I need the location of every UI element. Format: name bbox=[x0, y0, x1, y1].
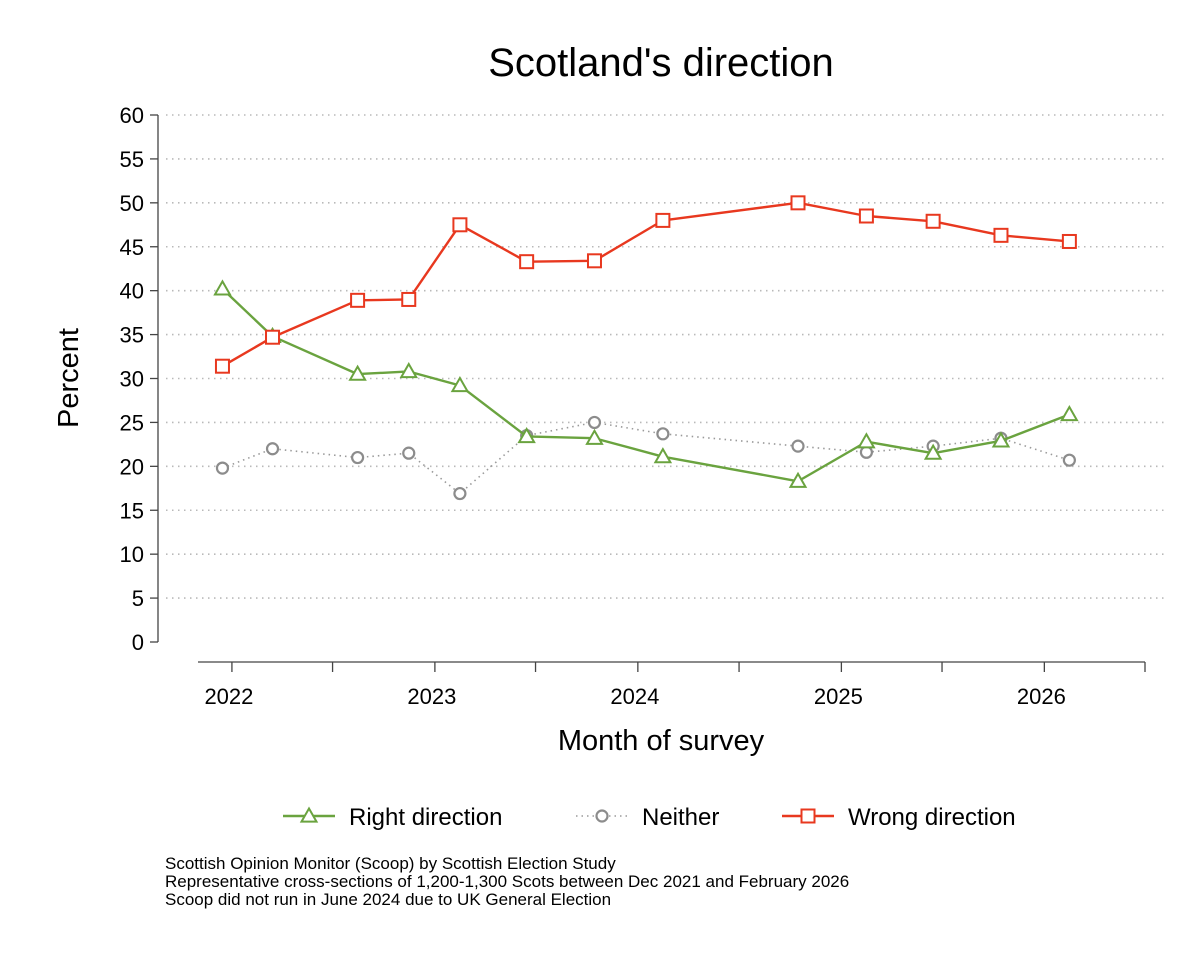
source-notes: Scottish Opinion Monitor (Scoop) by Scot… bbox=[165, 855, 849, 909]
square-marker bbox=[586, 253, 602, 269]
circle-marker bbox=[1062, 453, 1076, 467]
series-group bbox=[213, 195, 1079, 501]
triangle-marker bbox=[517, 426, 536, 444]
triangle-marker bbox=[450, 376, 470, 393]
square-marker bbox=[858, 208, 874, 224]
circle-marker bbox=[402, 446, 416, 460]
y-tick-label: 10 bbox=[120, 542, 144, 567]
x-tick-label: 2026 bbox=[1017, 684, 1066, 709]
circle-marker bbox=[453, 486, 467, 501]
circle-marker bbox=[791, 439, 805, 453]
x-axis-label: Month of survey bbox=[558, 725, 765, 757]
triangle-marker bbox=[348, 364, 367, 381]
legend-label: Right direction bbox=[349, 804, 502, 831]
square-marker bbox=[350, 292, 366, 308]
series-line bbox=[221, 288, 1070, 483]
triangle-marker bbox=[299, 806, 319, 823]
triangle-marker bbox=[213, 279, 232, 296]
gridlines bbox=[166, 114, 1165, 599]
square-marker bbox=[800, 808, 816, 824]
triangle-marker bbox=[788, 471, 808, 488]
triangle-marker bbox=[991, 431, 1011, 448]
legend-label: Neither bbox=[642, 804, 719, 831]
y-axis-label: Percent bbox=[53, 328, 85, 428]
y-tick-label: 35 bbox=[120, 323, 144, 348]
square-marker bbox=[993, 227, 1009, 243]
square-marker bbox=[519, 254, 535, 270]
y-tick-label: 5 bbox=[132, 586, 144, 611]
triangle-marker bbox=[1060, 404, 1079, 422]
triangle-marker bbox=[399, 361, 418, 379]
y-tick-label: 20 bbox=[120, 454, 144, 479]
circle-marker bbox=[265, 442, 280, 456]
y-tick-label: 60 bbox=[120, 103, 144, 128]
square-marker bbox=[655, 212, 671, 228]
circle-marker bbox=[215, 461, 230, 475]
y-tick-label: 50 bbox=[120, 191, 144, 216]
x-tick-label: 2024 bbox=[610, 684, 659, 709]
y-tick-label: 15 bbox=[120, 498, 144, 523]
triangle-marker bbox=[585, 428, 604, 445]
circle-marker bbox=[595, 809, 609, 823]
y-tick-label: 40 bbox=[120, 279, 144, 304]
triangle-marker bbox=[857, 432, 876, 449]
series-line bbox=[222, 421, 1070, 495]
y-tick-label: 45 bbox=[120, 235, 144, 260]
circle-marker bbox=[859, 445, 874, 459]
x-tick-label: 2023 bbox=[407, 684, 456, 709]
square-marker bbox=[265, 329, 281, 345]
triangle-marker bbox=[923, 443, 943, 460]
square-marker bbox=[1061, 233, 1077, 249]
x-tick-label: 2022 bbox=[204, 684, 253, 709]
note-line: Scottish Opinion Monitor (Scoop) by Scot… bbox=[165, 854, 616, 873]
line-chart: Scotland's direction Percent Month of su… bbox=[53, 41, 1165, 831]
note-line: Representative cross-sections of 1,200-1… bbox=[165, 872, 850, 891]
y-tick-label: 55 bbox=[120, 147, 144, 172]
circle-marker bbox=[350, 450, 365, 465]
chart-title: Scotland's direction bbox=[488, 41, 834, 85]
y-tick-label: 30 bbox=[120, 367, 144, 392]
x-tick-label: 2025 bbox=[814, 684, 863, 709]
circle-marker bbox=[587, 415, 602, 430]
square-marker bbox=[452, 217, 468, 233]
square-marker bbox=[401, 291, 417, 307]
note-line: Scoop did not run in June 2024 due to UK… bbox=[165, 890, 612, 909]
y-tick-label: 25 bbox=[120, 410, 144, 435]
triangle-marker bbox=[653, 447, 673, 464]
circle-marker bbox=[656, 427, 670, 441]
square-marker bbox=[925, 213, 941, 229]
y-tick-label: 0 bbox=[132, 630, 144, 655]
series-line bbox=[221, 201, 1070, 368]
square-marker bbox=[790, 195, 806, 211]
legend: Right direction Neither Wrong direction bbox=[283, 804, 1016, 831]
legend-label: Wrong direction bbox=[848, 804, 1016, 831]
square-marker bbox=[214, 358, 230, 374]
